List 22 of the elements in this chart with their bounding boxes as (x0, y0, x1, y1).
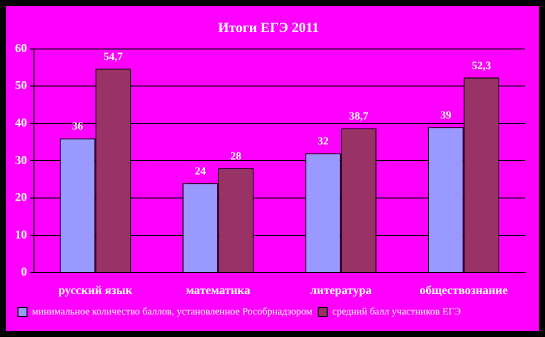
y-tick-label: 20 (15, 190, 27, 204)
y-tick-label: 60 (15, 40, 27, 55)
y-tick-label: 30 (15, 152, 27, 167)
data-label: 38,7 (349, 110, 369, 123)
legend-label: средний балл участников ЕГЭ (332, 306, 462, 318)
y-tick-label: 10 (15, 227, 27, 242)
y-tick-label: 40 (15, 115, 27, 130)
y-tick-label: 50 (15, 78, 27, 92)
legend-label: минимальное количество баллов, установленное Рособрнадзором (32, 306, 313, 318)
x-tick-label: математика (186, 282, 250, 297)
data-label: 39 (440, 109, 452, 122)
y-tick-label: 0 (21, 264, 27, 279)
x-tick-label: литература (310, 282, 372, 297)
data-label: 32 (318, 136, 330, 148)
data-label: 54,7 (104, 50, 124, 63)
chart-title: Итоги ЕГЭ 2011 (218, 21, 319, 36)
x-tick-label: русский язык (58, 282, 133, 297)
data-label: 36 (72, 120, 84, 133)
data-label: 28 (230, 150, 242, 163)
data-label: 24 (194, 165, 206, 178)
x-tick-label: обществознание (420, 282, 508, 297)
data-label: 52,3 (472, 60, 492, 72)
